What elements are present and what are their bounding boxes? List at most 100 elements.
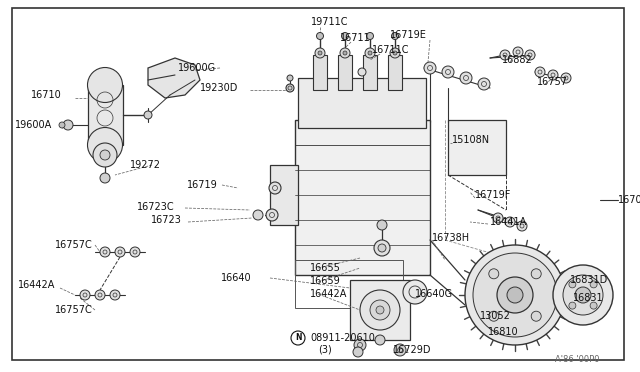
Text: 16723: 16723 bbox=[151, 215, 182, 225]
Text: 16710: 16710 bbox=[31, 90, 62, 100]
Circle shape bbox=[88, 67, 122, 103]
Circle shape bbox=[569, 302, 576, 309]
Circle shape bbox=[365, 48, 375, 58]
Circle shape bbox=[531, 311, 541, 321]
Circle shape bbox=[489, 311, 499, 321]
Circle shape bbox=[95, 290, 105, 300]
Text: 19711C: 19711C bbox=[311, 17, 349, 27]
Bar bbox=[363, 55, 377, 90]
Circle shape bbox=[342, 32, 349, 39]
Bar bbox=[388, 55, 402, 90]
Circle shape bbox=[513, 47, 523, 57]
Circle shape bbox=[590, 302, 597, 309]
Text: (3): (3) bbox=[318, 345, 332, 355]
Circle shape bbox=[360, 290, 400, 330]
Circle shape bbox=[375, 335, 385, 345]
Bar bbox=[298, 78, 426, 128]
Circle shape bbox=[358, 68, 366, 76]
Bar bbox=[270, 165, 298, 225]
Circle shape bbox=[465, 245, 565, 345]
Text: 13052: 13052 bbox=[480, 311, 511, 321]
Circle shape bbox=[353, 347, 363, 357]
Circle shape bbox=[505, 217, 515, 227]
Text: 16810: 16810 bbox=[488, 327, 518, 337]
Circle shape bbox=[315, 48, 325, 58]
Circle shape bbox=[392, 32, 399, 39]
Circle shape bbox=[340, 48, 350, 58]
Circle shape bbox=[100, 173, 110, 183]
Circle shape bbox=[286, 84, 294, 92]
Circle shape bbox=[390, 48, 400, 58]
Text: 16711: 16711 bbox=[340, 33, 371, 43]
Circle shape bbox=[287, 75, 293, 81]
Text: 16442A: 16442A bbox=[310, 289, 348, 299]
Circle shape bbox=[489, 269, 499, 279]
Circle shape bbox=[525, 50, 535, 60]
Bar bbox=[350, 280, 410, 340]
Text: 16719E: 16719E bbox=[390, 30, 427, 40]
Circle shape bbox=[507, 287, 523, 303]
Circle shape bbox=[59, 122, 65, 128]
Circle shape bbox=[130, 247, 140, 257]
Text: 15108N: 15108N bbox=[452, 135, 490, 145]
Circle shape bbox=[100, 247, 110, 257]
Circle shape bbox=[393, 51, 397, 55]
Circle shape bbox=[376, 306, 384, 314]
Text: 16757: 16757 bbox=[537, 77, 568, 87]
Circle shape bbox=[548, 70, 558, 80]
Circle shape bbox=[473, 253, 557, 337]
Circle shape bbox=[110, 290, 120, 300]
Circle shape bbox=[378, 244, 386, 252]
Bar bbox=[338, 55, 352, 90]
Text: 16738H: 16738H bbox=[432, 233, 470, 243]
Circle shape bbox=[493, 213, 503, 223]
Text: 16831D: 16831D bbox=[570, 275, 608, 285]
Text: 16882: 16882 bbox=[502, 55, 532, 65]
Circle shape bbox=[100, 150, 110, 160]
Bar bbox=[448, 120, 506, 175]
Circle shape bbox=[403, 280, 427, 304]
Bar bbox=[295, 260, 403, 308]
Circle shape bbox=[535, 67, 545, 77]
Circle shape bbox=[500, 50, 510, 60]
Text: 16640: 16640 bbox=[221, 273, 252, 283]
Circle shape bbox=[563, 275, 603, 315]
Bar bbox=[295, 120, 430, 275]
Text: 16711C: 16711C bbox=[372, 45, 410, 55]
Circle shape bbox=[569, 281, 576, 288]
Text: 08911-20610: 08911-20610 bbox=[310, 333, 375, 343]
Text: N: N bbox=[295, 334, 301, 343]
Circle shape bbox=[63, 120, 73, 130]
Bar bbox=[88, 85, 123, 145]
Text: 19600G: 19600G bbox=[178, 63, 216, 73]
Circle shape bbox=[93, 143, 117, 167]
Text: 19600A: 19600A bbox=[15, 120, 52, 130]
Circle shape bbox=[442, 66, 454, 78]
Circle shape bbox=[354, 339, 366, 351]
Text: A'86 '00P0: A'86 '00P0 bbox=[555, 356, 600, 365]
Circle shape bbox=[553, 265, 613, 325]
Text: 16757C: 16757C bbox=[55, 240, 93, 250]
Circle shape bbox=[269, 182, 281, 194]
Circle shape bbox=[368, 51, 372, 55]
Text: 16757C: 16757C bbox=[55, 305, 93, 315]
Text: 16719: 16719 bbox=[188, 180, 218, 190]
Circle shape bbox=[317, 32, 323, 39]
Text: 19230D: 19230D bbox=[200, 83, 238, 93]
Text: 16831: 16831 bbox=[573, 293, 604, 303]
Circle shape bbox=[575, 287, 591, 303]
Circle shape bbox=[377, 220, 387, 230]
Circle shape bbox=[424, 62, 436, 74]
Circle shape bbox=[367, 32, 374, 39]
Circle shape bbox=[590, 281, 597, 288]
Text: 16729D: 16729D bbox=[393, 345, 431, 355]
Bar bbox=[313, 55, 327, 90]
Circle shape bbox=[115, 247, 125, 257]
Text: 16441A: 16441A bbox=[490, 217, 527, 227]
Circle shape bbox=[497, 277, 533, 313]
Circle shape bbox=[318, 51, 322, 55]
Circle shape bbox=[88, 128, 122, 163]
Circle shape bbox=[531, 269, 541, 279]
Polygon shape bbox=[148, 58, 200, 98]
Circle shape bbox=[343, 51, 347, 55]
